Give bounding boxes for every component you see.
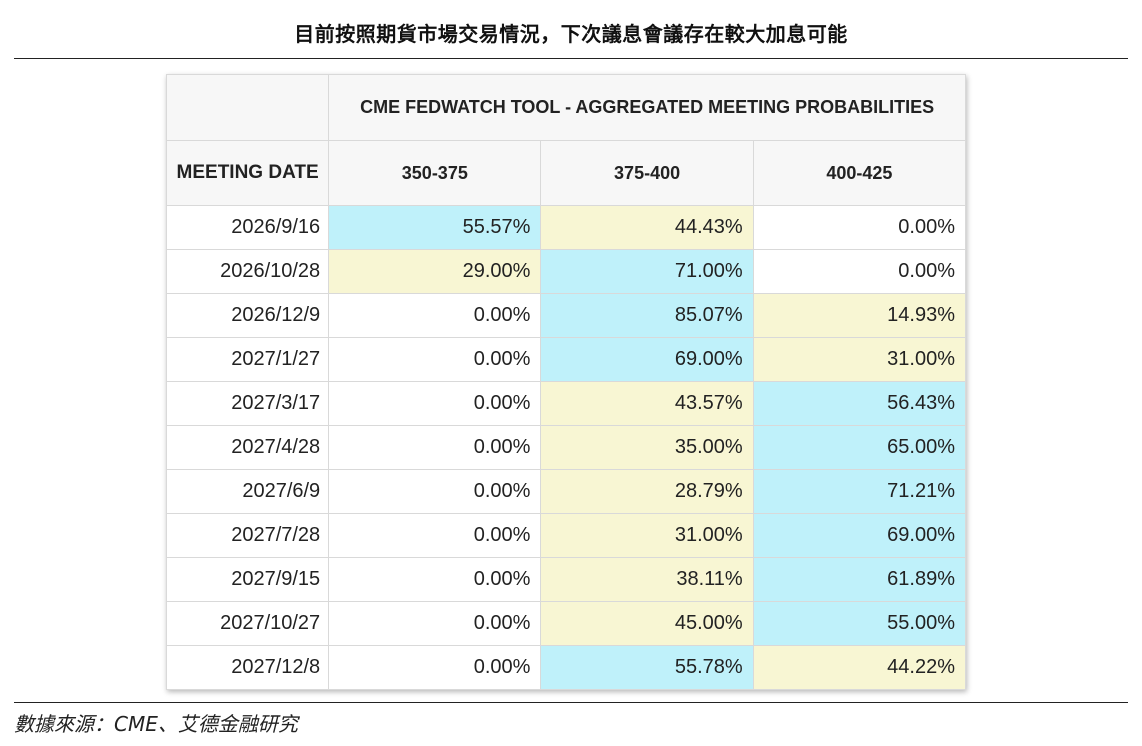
meeting-date-cell: 2027/1/27 [165, 337, 330, 382]
probability-cell: 71.00% [540, 249, 754, 294]
probability-cell: 0.00% [328, 425, 542, 470]
meeting-date-cell: 2027/7/28 [165, 513, 330, 558]
table-row: 2027/7/28 0.00% 31.00% 69.00% [165, 513, 967, 558]
probability-cell: 14.93% [752, 293, 967, 338]
table-banner: CME FEDWATCH TOOL - AGGREGATED MEETING P… [328, 74, 966, 141]
probability-cell: 0.00% [328, 469, 542, 514]
probability-cell: 35.00% [540, 425, 754, 470]
table-row: 2027/1/27 0.00% 69.00% 31.00% [165, 337, 967, 382]
banner-empty-cell [165, 74, 330, 141]
probability-cell: 0.00% [328, 645, 542, 690]
column-header-400-425: 400-425 [752, 140, 967, 206]
probability-cell: 31.00% [752, 337, 967, 382]
table-header-row: MEETING DATE 350-375 375-400 400-425 [165, 140, 967, 206]
table-row: 2026/10/28 29.00% 71.00% 0.00% [165, 249, 967, 294]
meeting-date-cell: 2027/6/9 [165, 469, 330, 514]
probability-cell: 44.22% [752, 645, 967, 690]
page-title: 目前按照期貨市場交易情況，下次議息會議存在較大加息可能 [294, 22, 848, 46]
fedwatch-probability-table: CME FEDWATCH TOOL - AGGREGATED MEETING P… [165, 74, 967, 690]
probability-cell: 85.07% [540, 293, 754, 338]
probability-cell: 56.43% [752, 381, 967, 426]
meeting-date-cell: 2026/9/16 [165, 205, 330, 250]
table-row: 2027/6/9 0.00% 28.79% 71.21% [165, 469, 967, 514]
probability-cell: 43.57% [540, 381, 754, 426]
table-row: 2027/4/28 0.00% 35.00% 65.00% [165, 425, 967, 470]
probability-cell: 0.00% [328, 337, 542, 382]
meeting-date-cell: 2027/9/15 [165, 557, 330, 602]
probability-cell: 0.00% [752, 249, 967, 294]
probability-cell: 65.00% [752, 425, 967, 470]
probability-cell: 0.00% [328, 381, 542, 426]
probability-cell: 55.78% [540, 645, 754, 690]
probability-cell: 29.00% [328, 249, 542, 294]
probability-cell: 71.21% [752, 469, 967, 514]
probability-cell: 69.00% [752, 513, 967, 558]
table-row: 2027/3/17 0.00% 43.57% 56.43% [165, 381, 967, 426]
probability-cell: 0.00% [328, 601, 542, 646]
meeting-date-cell: 2026/10/28 [165, 249, 330, 294]
probability-cell: 61.89% [752, 557, 967, 602]
probability-cell: 55.57% [328, 205, 542, 250]
table-row: 2027/10/27 0.00% 45.00% 55.00% [165, 601, 967, 646]
meeting-date-cell: 2027/12/8 [165, 645, 330, 690]
column-header-375-400: 375-400 [540, 140, 754, 206]
probability-cell: 0.00% [328, 293, 542, 338]
probability-cell: 69.00% [540, 337, 754, 382]
table-row: 2026/9/16 55.57% 44.43% 0.00% [165, 205, 967, 250]
probability-cell: 44.43% [540, 205, 754, 250]
meeting-date-header: MEETING DATE [165, 140, 330, 206]
table-row: 2027/12/8 0.00% 55.78% 44.22% [165, 645, 967, 690]
source-note: 數據來源：CME、艾德金融研究 [14, 712, 298, 736]
table-row: 2026/12/9 0.00% 85.07% 14.93% [165, 293, 967, 338]
table-body: 2026/9/16 55.57% 44.43% 0.00% 2026/10/28 29.0… [165, 205, 967, 690]
probability-cell: 31.00% [540, 513, 754, 558]
probability-cell: 45.00% [540, 601, 754, 646]
probability-cell: 0.00% [328, 557, 542, 602]
fedwatch-table-container: CME FEDWATCH TOOL - AGGREGATED MEETING P… [165, 74, 967, 690]
probability-cell: 38.11% [540, 557, 754, 602]
probability-cell: 55.00% [752, 601, 967, 646]
title-divider [14, 58, 1128, 59]
footer-divider [14, 702, 1128, 703]
probability-cell: 28.79% [540, 469, 754, 514]
meeting-date-cell: 2027/4/28 [165, 425, 330, 470]
column-header-350-375: 350-375 [328, 140, 542, 206]
probability-cell: 0.00% [752, 205, 967, 250]
meeting-date-cell: 2027/10/27 [165, 601, 330, 646]
meeting-date-cell: 2027/3/17 [165, 381, 330, 426]
table-row: 2027/9/15 0.00% 38.11% 61.89% [165, 557, 967, 602]
table-banner-row: CME FEDWATCH TOOL - AGGREGATED MEETING P… [165, 74, 966, 141]
probability-cell: 0.00% [328, 513, 542, 558]
meeting-date-cell: 2026/12/9 [165, 293, 330, 338]
